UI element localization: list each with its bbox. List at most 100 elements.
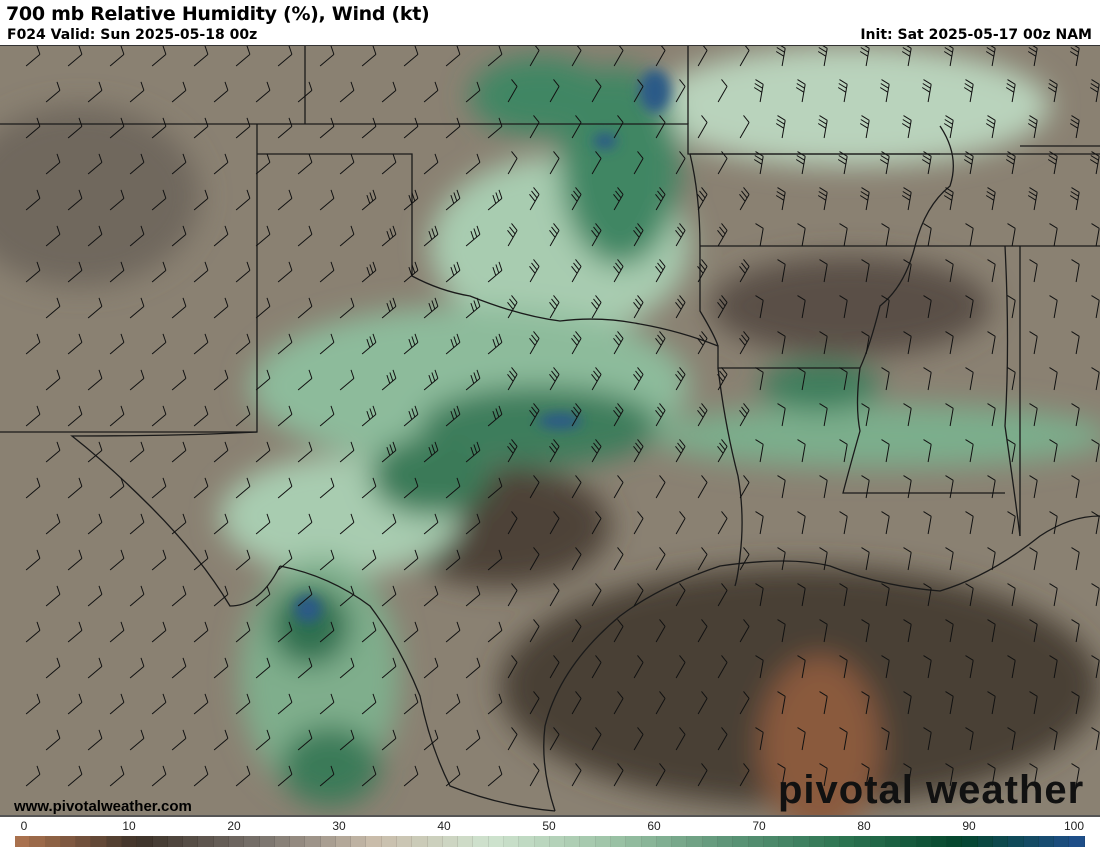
wind-barb <box>549 151 560 175</box>
wind-barb <box>777 691 786 715</box>
wind-barb <box>753 79 764 103</box>
wind-barb <box>945 547 954 571</box>
wind-barb <box>445 477 461 499</box>
wind-barb <box>529 187 540 211</box>
wind-barb <box>109 189 125 211</box>
wind-barb <box>901 115 912 139</box>
wind-barb <box>465 225 481 247</box>
wind-barb <box>963 151 974 175</box>
colorbar-cell <box>763 836 780 847</box>
wind-barb <box>319 117 335 139</box>
wind-barb <box>675 727 686 751</box>
wind-barb <box>129 657 145 679</box>
wind-barb <box>861 547 870 571</box>
wind-barb <box>529 331 540 355</box>
wind-barb <box>129 153 145 175</box>
wind-barb <box>235 477 251 499</box>
wind-barb <box>423 441 439 463</box>
wind-barb <box>571 259 582 283</box>
wind-barb <box>655 475 666 499</box>
wind-barb <box>1007 583 1016 607</box>
wind-barb <box>339 657 355 679</box>
wind-barb <box>859 46 870 67</box>
wind-barb <box>1027 187 1038 211</box>
colorbar-cell <box>213 836 229 847</box>
wind-barb <box>923 223 932 247</box>
wind-barb <box>797 367 806 391</box>
wind-barb <box>171 585 187 607</box>
wind-barb <box>297 657 313 679</box>
wind-barb <box>67 333 83 355</box>
wind-barb <box>675 655 686 679</box>
wind-barb <box>507 439 518 463</box>
wind-barb <box>87 153 103 175</box>
colorbar-tick: 10 <box>122 819 136 833</box>
colorbar-cell <box>45 836 61 847</box>
colorbar-cell <box>855 836 871 847</box>
wind-barb <box>109 621 125 643</box>
wind-barb <box>1071 475 1080 499</box>
wind-barb <box>213 657 229 679</box>
wind-barb <box>819 691 828 715</box>
wind-barb <box>193 693 209 715</box>
wind-barb <box>591 727 602 751</box>
wind-barb <box>1027 46 1038 67</box>
wind-barb <box>319 189 335 211</box>
colorbar-cell <box>290 836 306 847</box>
wind-barb <box>613 619 624 643</box>
colorbar-cell <box>167 836 184 847</box>
wind-barb <box>675 367 686 391</box>
wind-barb <box>87 81 103 103</box>
wind-barb <box>861 403 870 427</box>
wind-barb <box>171 657 187 679</box>
wind-barb <box>571 403 582 427</box>
wind-barb <box>571 547 582 571</box>
wind-barb <box>1071 259 1080 283</box>
colorbar-cell <box>397 836 413 847</box>
wind-barb <box>985 187 996 211</box>
wind-barb <box>901 46 912 67</box>
wind-barb <box>633 511 644 535</box>
wind-barb <box>297 729 313 751</box>
wind-barb <box>381 297 397 319</box>
wind-barb <box>235 405 251 427</box>
wind-barb <box>1091 583 1100 607</box>
wind-barb <box>25 117 41 139</box>
wind-barb <box>797 655 806 679</box>
wind-barb <box>45 153 61 175</box>
website-url[interactable]: www.pivotalweather.com <box>14 798 192 815</box>
wind-barb <box>571 475 582 499</box>
wind-barb <box>319 46 335 67</box>
wind-barb <box>465 369 481 391</box>
wind-barb <box>277 189 293 211</box>
wind-barb <box>655 259 666 283</box>
colorbar-cell <box>183 836 199 847</box>
wind-barb <box>319 261 335 283</box>
wind-barb <box>571 691 582 715</box>
wind-barb <box>361 477 377 499</box>
wind-barb <box>25 46 41 67</box>
wind-barb <box>255 585 271 607</box>
wind-barb <box>1007 655 1016 679</box>
wind-barb <box>879 151 890 175</box>
wind-barb <box>255 369 271 391</box>
wind-barb <box>655 46 666 67</box>
wind-barb <box>465 585 481 607</box>
wind-barb <box>797 583 806 607</box>
wind-barb <box>697 115 708 139</box>
wind-barb <box>717 367 728 391</box>
wind-barb <box>339 585 355 607</box>
wind-barb <box>795 79 806 103</box>
colorbar-cell <box>824 836 841 847</box>
wind-barb <box>1007 727 1016 751</box>
wind-barb <box>613 547 624 571</box>
wind-barb <box>945 259 954 283</box>
wind-barb <box>339 729 355 751</box>
wind-barb <box>45 657 61 679</box>
wind-barb <box>549 583 560 607</box>
wind-barb <box>529 547 540 571</box>
wind-barb <box>381 729 397 751</box>
wind-barb <box>1047 79 1058 103</box>
weather-map[interactable] <box>0 45 1100 817</box>
wind-barb <box>717 79 728 103</box>
